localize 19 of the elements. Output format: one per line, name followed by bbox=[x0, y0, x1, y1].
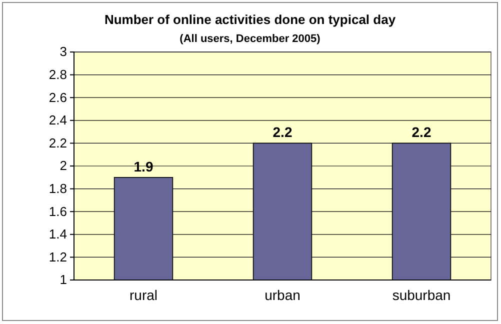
x-tick-label: urban bbox=[264, 286, 300, 303]
y-tick-label: 1 bbox=[60, 272, 67, 288]
y-tick-label: 1.4 bbox=[48, 226, 67, 242]
x-tick-label: suburban bbox=[392, 286, 451, 303]
data-label: 2.2 bbox=[272, 124, 292, 140]
y-tick-label: 2 bbox=[60, 158, 67, 174]
y-tick-label: 1.6 bbox=[48, 204, 67, 219]
chart-title: Number of online activities done on typical day bbox=[104, 12, 396, 27]
y-tick-label: 2.6 bbox=[48, 90, 67, 105]
data-label: 2.2 bbox=[412, 124, 432, 140]
y-tick-label: 1.8 bbox=[48, 180, 67, 196]
y-tick-label: 2.2 bbox=[48, 135, 67, 150]
data-label: 1.9 bbox=[134, 158, 154, 174]
chart-subtitle: (All users, December 2005) bbox=[180, 33, 321, 45]
y-tick-label: 1.2 bbox=[48, 249, 67, 264]
y-tick-label: 2.8 bbox=[48, 66, 67, 82]
y-tick-label: 2.4 bbox=[48, 112, 67, 128]
y-tick-label: 3 bbox=[60, 44, 67, 60]
x-tick-label: rural bbox=[129, 286, 158, 303]
